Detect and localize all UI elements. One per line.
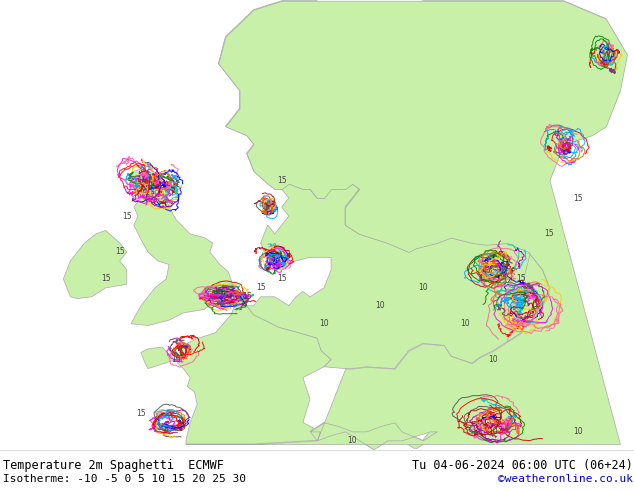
Text: 10: 10	[460, 319, 470, 328]
Text: 15: 15	[136, 409, 146, 418]
Text: 15: 15	[101, 274, 110, 283]
Text: Isotherme: -10 -5 0 5 10 15 20 25 30: Isotherme: -10 -5 0 5 10 15 20 25 30	[3, 474, 246, 484]
Text: 15: 15	[517, 274, 526, 283]
Text: 15: 15	[242, 293, 251, 301]
Text: ©weatheronline.co.uk: ©weatheronline.co.uk	[498, 474, 633, 484]
Text: 10: 10	[488, 427, 498, 436]
Text: 10: 10	[320, 319, 329, 328]
Text: Tu 04-06-2024 06:00 UTC (06+24): Tu 04-06-2024 06:00 UTC (06+24)	[412, 460, 633, 472]
Text: Temperature 2m Spaghetti  ECMWF: Temperature 2m Spaghetti ECMWF	[3, 460, 224, 472]
Text: 15: 15	[545, 229, 554, 239]
Text: 10: 10	[573, 427, 583, 436]
Text: 15: 15	[115, 247, 124, 256]
Text: 10: 10	[347, 436, 357, 445]
Text: 10: 10	[375, 301, 385, 310]
Text: 15: 15	[171, 355, 181, 364]
Text: 15: 15	[214, 287, 223, 296]
Text: 10: 10	[418, 283, 427, 293]
Text: 15: 15	[277, 175, 287, 185]
Text: 15: 15	[256, 283, 266, 293]
Text: 15: 15	[277, 274, 287, 283]
Text: 10: 10	[488, 355, 498, 364]
Text: 15: 15	[573, 194, 583, 202]
Text: 15: 15	[122, 212, 132, 220]
